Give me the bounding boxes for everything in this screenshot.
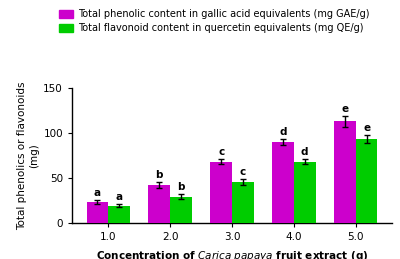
- Bar: [232, 182, 254, 223]
- Text: c: c: [240, 167, 246, 177]
- Bar: [272, 142, 294, 223]
- Text: d: d: [301, 147, 308, 157]
- Text: b: b: [177, 182, 185, 192]
- Bar: [294, 162, 316, 223]
- Bar: [86, 202, 108, 223]
- Bar: [170, 197, 192, 223]
- Bar: [148, 185, 170, 223]
- Bar: [108, 206, 130, 223]
- Y-axis label: Total phenolics or flavonoids
(mg): Total phenolics or flavonoids (mg): [18, 81, 39, 230]
- X-axis label: Concentration of $\bf{\it{Carica\ papaya}}$ fruit extract (g): Concentration of $\bf{\it{Carica\ papaya…: [96, 249, 368, 259]
- Legend: Total phenolic content in gallic acid equivalents (mg GAE/g), Total flavonoid co: Total phenolic content in gallic acid eq…: [57, 8, 372, 35]
- Text: a: a: [94, 188, 101, 198]
- Text: d: d: [279, 127, 287, 137]
- Text: c: c: [218, 147, 224, 157]
- Text: e: e: [363, 123, 370, 133]
- Bar: [356, 139, 378, 223]
- Text: a: a: [116, 192, 123, 202]
- Bar: [210, 162, 232, 223]
- Bar: [334, 121, 356, 223]
- Text: b: b: [156, 170, 163, 180]
- Text: e: e: [341, 104, 348, 114]
